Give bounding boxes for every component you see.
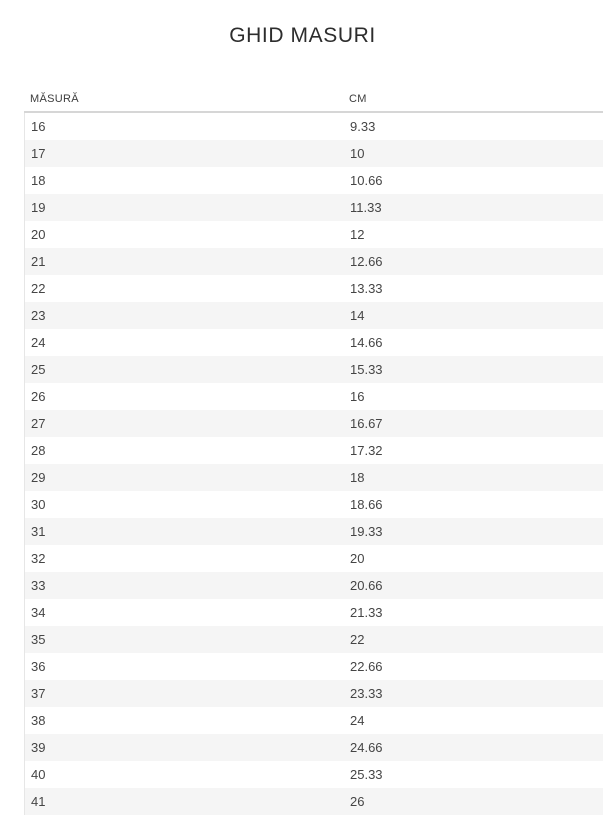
table-body: 16 9.33 17 10 18 10.66 19 11.33 20 12 21 12.66 22 13.…	[24, 113, 603, 815]
size-cell: 37	[31, 686, 46, 701]
cm-cell: 14.66	[350, 335, 383, 350]
table-row: 39 24.66	[25, 734, 603, 761]
cm-cell: 26	[350, 794, 365, 809]
cm-cell: 13.33	[350, 281, 383, 296]
size-cell: 24	[31, 335, 46, 350]
size-cell: 39	[31, 740, 46, 755]
size-cell: 34	[31, 605, 46, 620]
size-cell: 38	[31, 713, 46, 728]
table-row: 21 12.66	[25, 248, 603, 275]
table-row: 34 21.33	[25, 599, 603, 626]
table-row: 26 16	[25, 383, 603, 410]
cm-cell: 25.33	[350, 767, 383, 782]
size-cell: 18	[31, 173, 46, 188]
table-row: 28 17.32	[25, 437, 603, 464]
size-cell: 22	[31, 281, 46, 296]
cm-cell: 14	[350, 308, 365, 323]
size-column-header: MĂSURĂ	[30, 93, 79, 105]
cm-column-header: CM	[349, 93, 367, 105]
cm-cell: 9.33	[350, 119, 376, 134]
table-row: 27 16.67	[25, 410, 603, 437]
size-cell: 19	[31, 200, 46, 215]
size-cell: 32	[31, 551, 46, 566]
table-row: 18 10.66	[25, 167, 603, 194]
table-row: 30 18.66	[25, 491, 603, 518]
cm-cell: 22	[350, 632, 365, 647]
cm-cell: 17.32	[350, 443, 383, 458]
table-row: 32 20	[25, 545, 603, 572]
size-cell: 26	[31, 389, 46, 404]
table-row: 20 12	[25, 221, 603, 248]
size-cell: 28	[31, 443, 46, 458]
cm-cell: 22.66	[350, 659, 383, 674]
cm-cell: 23.33	[350, 686, 383, 701]
table-row: 16 9.33	[25, 113, 603, 140]
table-row: 25 15.33	[25, 356, 603, 383]
size-cell: 17	[31, 146, 46, 161]
table-row: 31 19.33	[25, 518, 603, 545]
table-row: 40 25.33	[25, 761, 603, 788]
size-cell: 41	[31, 794, 46, 809]
size-cell: 16	[31, 119, 46, 134]
cm-cell: 16	[350, 389, 365, 404]
size-cell: 23	[31, 308, 46, 323]
cm-cell: 18	[350, 470, 365, 485]
cm-cell: 20.66	[350, 578, 383, 593]
cm-cell: 18.66	[350, 497, 383, 512]
table-row: 38 24	[25, 707, 603, 734]
size-cell: 30	[31, 497, 46, 512]
cm-cell: 24	[350, 713, 365, 728]
size-cell: 25	[31, 362, 46, 377]
table-header-row: MĂSURĂ CM	[24, 93, 603, 113]
cm-cell: 19.33	[350, 524, 383, 539]
cm-cell: 20	[350, 551, 365, 566]
size-guide-table: MĂSURĂ CM 16 9.33 17 10 18 10.66 19 11.33 20 12 21…	[24, 93, 603, 826]
table-row: 35 22	[25, 626, 603, 653]
cm-cell: 24.66	[350, 740, 383, 755]
cm-cell: 16.67	[350, 416, 383, 431]
page-title: GHID MASURI	[229, 24, 376, 47]
table-row: 24 14.66	[25, 329, 603, 356]
table-row: 41 26	[25, 788, 603, 815]
cm-cell: 10.66	[350, 173, 383, 188]
table-row: 23 14	[25, 302, 603, 329]
size-cell: 31	[31, 524, 46, 539]
size-cell: 27	[31, 416, 46, 431]
size-cell: 29	[31, 470, 46, 485]
cm-cell: 15.33	[350, 362, 383, 377]
cm-cell: 12	[350, 227, 365, 242]
table-row: 37 23.33	[25, 680, 603, 707]
cm-cell: 12.66	[350, 254, 383, 269]
table-row: 22 13.33	[25, 275, 603, 302]
size-cell: 35	[31, 632, 46, 647]
size-cell: 40	[31, 767, 46, 782]
size-cell: 20	[31, 227, 46, 242]
cm-cell: 11.33	[350, 200, 382, 215]
size-cell: 36	[31, 659, 46, 674]
size-cell: 33	[31, 578, 46, 593]
size-cell: 21	[31, 254, 46, 269]
clipped-next-row	[24, 815, 603, 826]
table-row: 19 11.33	[25, 194, 603, 221]
table-row: 17 10	[25, 140, 603, 167]
table-row: 33 20.66	[25, 572, 603, 599]
table-row: 36 22.66	[25, 653, 603, 680]
cm-cell: 21.33	[350, 605, 383, 620]
cm-cell: 10	[350, 146, 365, 161]
table-row: 29 18	[25, 464, 603, 491]
